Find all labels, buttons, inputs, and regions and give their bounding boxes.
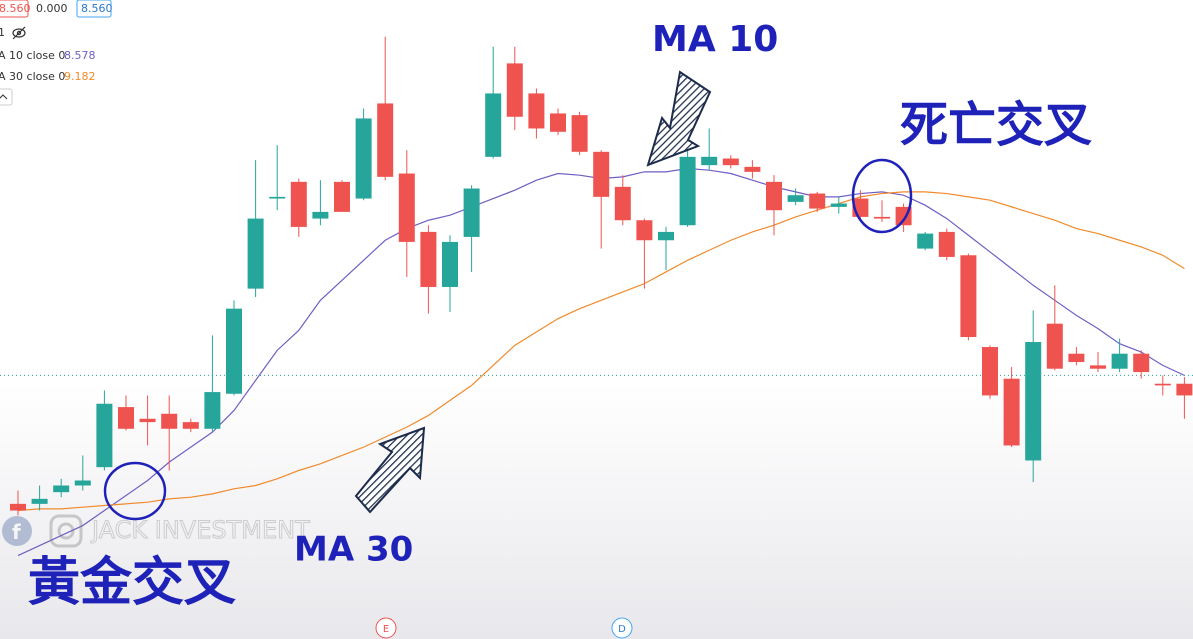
candle-body	[161, 413, 178, 429]
row2-label: 1	[0, 26, 5, 39]
candle-body	[204, 392, 221, 429]
candle-body	[917, 233, 934, 249]
candle-body	[290, 181, 307, 227]
candle-body	[398, 173, 415, 242]
candle-body	[420, 231, 437, 287]
candle-body	[226, 308, 242, 394]
candle-body	[658, 231, 674, 241]
candle-body	[1154, 383, 1171, 386]
legend-value: 8.578	[64, 49, 96, 62]
candle-body	[1176, 383, 1193, 396]
candle-body	[269, 196, 286, 199]
candle-body	[787, 195, 804, 202]
candle-body	[830, 203, 847, 207]
candle-body	[982, 347, 998, 396]
candle-body	[485, 93, 502, 157]
dividend-label: D	[618, 624, 626, 635]
candle-body	[96, 403, 113, 468]
candle-body	[593, 151, 610, 197]
candle-body	[571, 115, 588, 152]
legend-label: A 10 close 0	[0, 49, 65, 62]
candle-body	[182, 422, 199, 429]
close-box	[76, 0, 112, 18]
candle-body	[701, 156, 718, 166]
candle-body	[1090, 365, 1106, 369]
candle-body	[550, 113, 566, 132]
open-box	[0, 0, 29, 18]
candle-body	[744, 166, 761, 172]
open-value: 8.560	[0, 2, 31, 15]
candle-body	[614, 186, 631, 221]
collapse-button[interactable]	[0, 88, 13, 106]
candle-body	[938, 231, 955, 257]
legend-label: A 30 close 0	[0, 70, 65, 83]
earnings-label: E	[383, 624, 389, 635]
candle-body	[74, 480, 91, 486]
plot-area	[0, 36, 1193, 557]
candle-body	[1133, 353, 1150, 373]
candle-body	[442, 241, 458, 287]
candle-body	[1046, 323, 1063, 369]
death-cross-label: 死亡交叉	[900, 97, 1092, 153]
candle-body	[809, 193, 826, 209]
candle-body	[766, 181, 782, 211]
earnings-marker[interactable]	[375, 617, 397, 639]
candle-body	[355, 118, 372, 199]
change-value: 0.000	[36, 2, 68, 15]
candle-body	[139, 418, 156, 423]
candle-body	[528, 93, 545, 129]
moving-average-line	[17, 191, 1185, 512]
golden-cross-circle	[103, 461, 167, 521]
ma30-annotation: MA 30	[294, 530, 413, 570]
candle-body	[679, 156, 696, 226]
ma10-arrow	[646, 70, 712, 167]
golden-cross-label: 黃金交叉	[28, 553, 236, 613]
candle-body	[874, 216, 890, 219]
candle-body	[247, 218, 264, 289]
candle-body	[377, 103, 394, 177]
eye-icon[interactable]	[12, 26, 26, 40]
candle-body	[636, 220, 653, 241]
candle-body	[1003, 378, 1020, 446]
close-value: 8.560	[81, 2, 113, 15]
candle-body	[722, 158, 739, 166]
candle-body	[960, 255, 977, 338]
candle-body	[10, 503, 26, 511]
candle-body	[463, 188, 480, 237]
svg-text:f: f	[12, 520, 21, 544]
dividend-marker[interactable]	[611, 617, 633, 639]
candle-body	[53, 485, 70, 493]
candle-body	[118, 407, 134, 429]
watermark: f JACK INVESTMENT	[2, 514, 311, 548]
candle-body	[1068, 353, 1085, 363]
candle-body	[1025, 342, 1042, 461]
ma10-annotation: MA 10	[652, 19, 778, 60]
watermark-text: JACK INVESTMENT	[90, 516, 310, 544]
candle-body	[506, 63, 523, 117]
ma30-arrow	[354, 426, 426, 514]
candle-body	[1111, 353, 1128, 369]
candle-body	[334, 181, 350, 212]
candle-body	[312, 211, 329, 219]
collapse-icon	[0, 94, 8, 100]
legend-value: 9.182	[64, 70, 96, 83]
death-cross-circle	[851, 158, 913, 234]
candle-body	[31, 498, 48, 504]
